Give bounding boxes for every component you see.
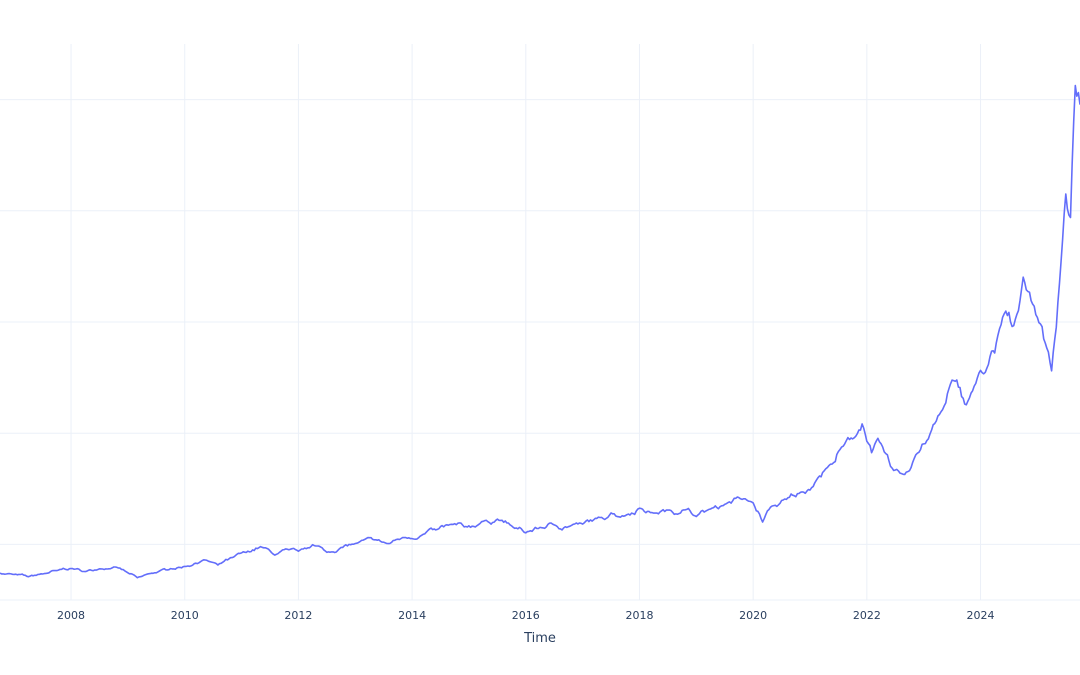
gridlines — [0, 44, 1080, 600]
series-group — [0, 84, 1080, 579]
x-tick-label: 2008 — [57, 609, 85, 622]
x-axis-title: Time — [523, 631, 556, 646]
x-tick-label: 2010 — [171, 609, 199, 622]
x-tick-label: 2022 — [853, 609, 881, 622]
x-tick-label: 2024 — [967, 609, 995, 622]
x-tick-label: 2018 — [625, 609, 653, 622]
x-tick-label: 2016 — [512, 609, 540, 622]
x-tick-label: 2014 — [398, 609, 426, 622]
x-tick-labels: 2008201020122014201620182020202220242026 — [57, 609, 995, 622]
series-line — [0, 84, 1080, 579]
x-tick-label: 2020 — [739, 609, 767, 622]
x-tick-label: 2012 — [284, 609, 312, 622]
